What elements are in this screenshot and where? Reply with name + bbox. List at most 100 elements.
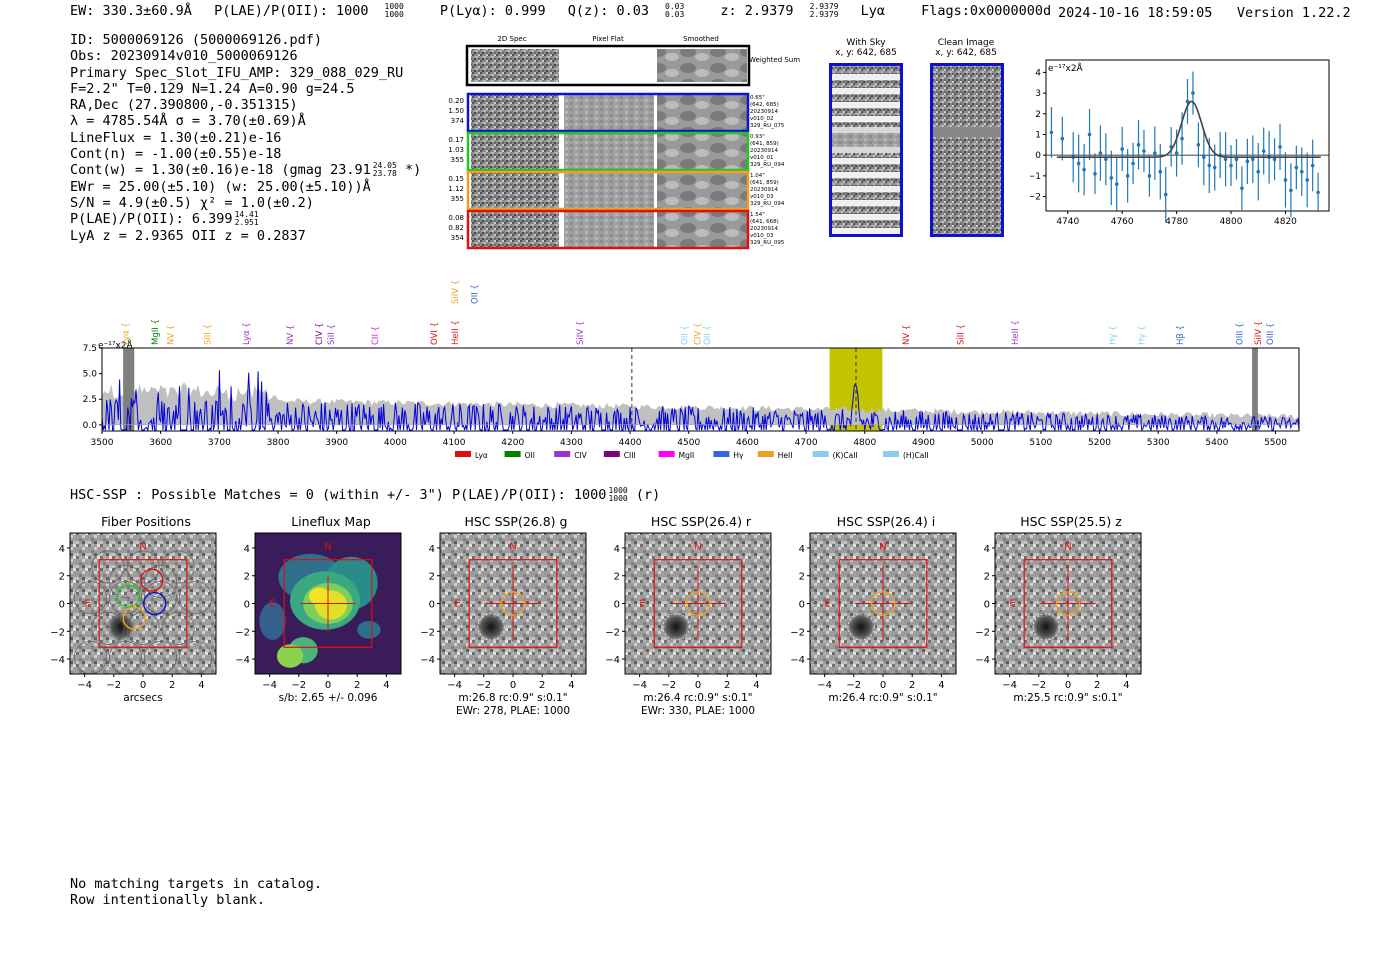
fiber-circle [73,581,107,615]
cutout-row-stat: 1.03 [448,146,464,154]
cutout-smoothed [657,134,747,169]
spectrum-xtick-label: 5100 [1029,438,1052,448]
zoom-point [1163,192,1168,197]
sky-cutout [70,533,216,674]
info-lambda: λ = 4785.54Å σ = 3.70(±0.69)Å [70,113,306,130]
zoom-point [1299,169,1304,174]
image-xtick-label: 4 [1123,680,1129,691]
zoom-point [1104,157,1108,162]
image-ytick-label: 2 [429,572,435,583]
lineflux-region [276,644,304,668]
legend-swatch [658,451,675,457]
info-fibers: F=2.2" T=0.129 N=1.24 A=0.90 g=24.5 [70,80,355,97]
spectrum-line-label: SiII { [956,324,966,345]
zoom-point [1240,186,1244,191]
zoom-point [1098,151,1103,155]
cutout-row-meta: (641, 859) [750,141,779,147]
zoom-point [1174,151,1179,155]
zoom-point [1191,91,1195,95]
zoom-point [1305,178,1310,182]
spectrum-line-label: CIV { [694,323,704,345]
info-plae: P(LAE)/P(OII): 6.399 14.41 2.951 [70,210,259,228]
image-xtick-label: 4 [568,680,574,691]
zoom-xtick-label: 4740 [1056,217,1079,227]
cutout-row-frame [466,131,750,172]
image-xtick-label: 0 [510,680,516,691]
image-ytick-label: −2 [790,627,805,638]
legend-swatch [455,451,471,457]
zoom-point [1278,145,1282,149]
zoom-point [1185,99,1190,104]
zoom-point [1180,136,1184,141]
image-xtick-label: 0 [695,680,701,691]
zoom-point [1158,169,1163,174]
image-ytick-label: 2 [244,572,250,583]
image-xtick-label: −2 [846,680,861,691]
image-ytick-label: 4 [429,544,435,555]
header-meta: 2024-10-16 18:59:05 Version 1.22.2 [1058,5,1351,21]
fiber-circle [91,611,125,645]
cutout-smoothed [657,173,747,208]
legend-swatch [554,451,571,457]
zoom-ytick-label: 3 [1035,89,1041,99]
spectrum-line-label: SiII { [204,324,214,345]
spectrum-line-label: MgII { [151,319,161,345]
zoom-point [1087,132,1092,137]
image-panel-title: Lineflux Map [291,514,371,529]
target-circle [685,591,711,616]
image-xtick-label: 2 [909,680,915,691]
cutout-row-stat: 0.82 [448,224,464,232]
image-xtick-label: 2 [169,680,175,691]
legend-swatch [713,451,730,457]
east-label: E [639,599,645,610]
cutout-row-stat: 374 [451,117,465,125]
fiber-circle [161,550,195,584]
zoom-point [1147,174,1152,178]
spectrum-xtick-label: 4800 [853,438,876,448]
info-radec: RA,Dec (27.390800,-0.351315) [70,97,298,114]
spectrum-line-label: SiII { [327,324,337,345]
image-xtick-label: −4 [632,680,647,691]
image-xtick-label: −2 [106,680,121,691]
image-caption: m:26.4 rc:0.9" s:0.1" [643,692,752,704]
zoom-point [1153,151,1157,155]
spectrum-ytick-label: 5.0 [83,370,98,380]
cutout-row-meta: (642, 685) [750,102,779,108]
spectrum-xtick-label: 4200 [501,438,524,448]
spectrum-xtick-label: 3800 [267,438,290,448]
header-plya: P(Lyα): 0.999 [439,3,546,19]
fiber-circle [91,550,125,584]
zoom-ytick-label: 2 [1035,110,1041,120]
zoom-xtick-label: 4800 [1220,217,1243,227]
image-ytick-label: 4 [244,544,250,555]
image-xtick-label: 2 [539,680,545,691]
cutout-row-stat: 0.17 [448,136,464,144]
image-xtick-label: −4 [262,680,277,691]
zoom-point [1120,147,1124,151]
spectrum-xtick-label: 3900 [325,438,348,448]
cutout-row-meta: 329_RU_095 [750,240,785,246]
image-ytick-label: 4 [799,544,805,555]
image-xtick-label: 2 [354,680,360,691]
image-caption: s/b: 2.65 +/- 0.096 [279,692,378,704]
zoom-point [1316,190,1320,195]
zoom-fit-curve [1056,100,1321,158]
image-ytick-label: −4 [790,655,805,666]
spectrum-line-label: Lyα { [121,322,131,345]
target-circle [1055,591,1081,616]
cutout-row-meta: (641, 859) [750,180,779,186]
image-caption: m:26.4 rc:0.9" s:0.1" [828,692,937,704]
info-obs: Obs: 20230914v010_5000069126 [70,48,298,65]
image-xtick-label: 4 [383,680,389,691]
spectrum-ytick-label: 7.5 [83,344,97,354]
cutout-row-meta: 329_RU_094 [750,162,785,168]
header-z: z: 2.9379 2.9379 2.9379 Lyα [720,2,885,20]
image-xtick-label: −4 [447,680,462,691]
image-ytick-label: 0 [59,600,65,611]
aperture-box [1023,559,1113,648]
spectrum-xtick-label: 4900 [912,438,935,448]
zoom-point [1294,165,1299,170]
fiber-circle [179,581,213,615]
